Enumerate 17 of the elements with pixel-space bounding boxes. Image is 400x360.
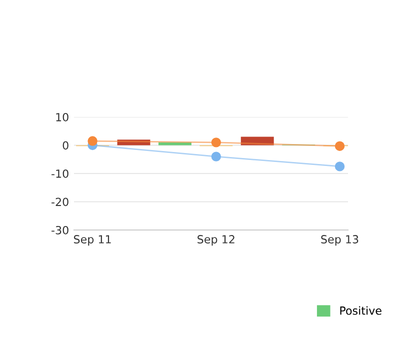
point (88, 136, 98, 146)
y-tick-label: 0 (62, 141, 68, 150)
point (334, 141, 345, 151)
x-tick-label: Sep 13 (321, 235, 358, 246)
point (211, 138, 222, 148)
x-tick-label: Sep 11 (74, 235, 111, 246)
y-tick-label: -20 (52, 198, 68, 206)
point (334, 162, 345, 172)
y-tick-label: -30 (52, 226, 68, 234)
y-tick-label: 10 (56, 112, 68, 122)
legend-label: Positive (340, 306, 382, 315)
point (211, 152, 222, 162)
bar (158, 142, 192, 146)
bar (117, 140, 150, 146)
bar (240, 136, 274, 146)
x-tick-label: Sep 12 (198, 235, 234, 246)
y-tick-label: -10 (52, 169, 68, 178)
